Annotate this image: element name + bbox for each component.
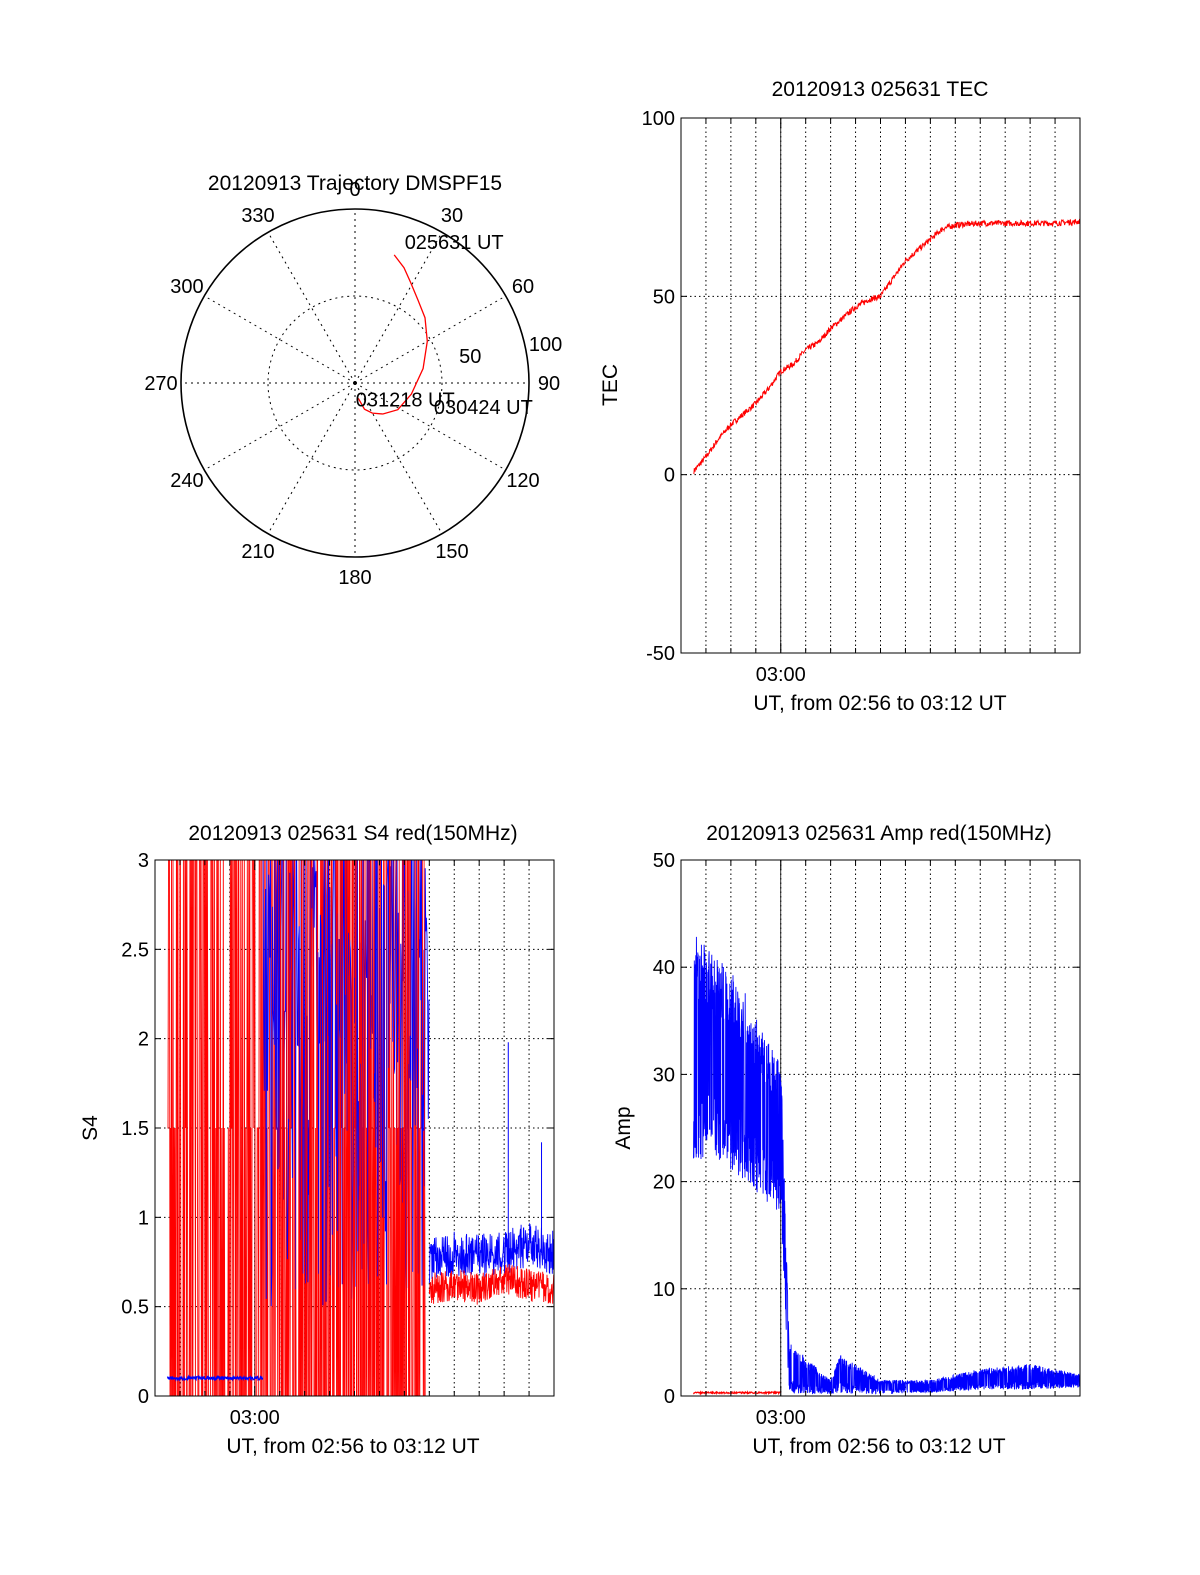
tec-grid — [681, 118, 1080, 653]
polar-radius-label: 50 — [459, 346, 481, 368]
s4-ytick-label: 0 — [138, 1386, 149, 1408]
polar-angle-label: 150 — [435, 541, 468, 563]
amp-y-ticks: 0 10 20 30 40 50 — [653, 850, 1080, 1408]
amp-ytick-label: 20 — [653, 1172, 675, 1194]
amp-red-line — [692, 1390, 782, 1396]
s4-x-ticks: 03:00 — [179, 860, 530, 1429]
s4-ytick-label: 2 — [138, 1029, 149, 1051]
amp-xlabel: UT, from 02:56 to 03:12 UT — [752, 1435, 1005, 1458]
s4-ytick-label: 0.5 — [121, 1297, 149, 1319]
polar-spoke — [354, 295, 506, 384]
time-annotation: 025631 UT — [405, 232, 504, 254]
polar-radius-label: 100 — [529, 334, 562, 356]
time-annotation: 031218 UT — [356, 389, 455, 411]
amp-x-ticks: 03:00 — [705, 860, 1056, 1429]
polar-title: 20120913 Trajectory DMSPF15 — [208, 172, 502, 195]
polar-spoke — [354, 382, 443, 534]
polar-angle-label: 210 — [241, 541, 274, 563]
polar-outer-circle — [180, 208, 530, 558]
s4-xlabel: UT, from 02:56 to 03:12 UT — [226, 1435, 479, 1458]
amp-ytick-label: 50 — [653, 850, 675, 872]
polar-grid — [180, 208, 530, 558]
amp-chart: 20120913 025631 Amp red(150MHz) 0 10 20 30 4… — [612, 822, 1081, 1458]
s4-ytick-label: 3 — [138, 850, 149, 872]
polar-angle-label: 90 — [538, 373, 560, 395]
polar-radius-labels: 50 100 — [459, 334, 562, 368]
polar-spoke — [354, 382, 506, 471]
polar-trajectory-series — [357, 254, 428, 415]
time-annotation: 030424 UT — [434, 397, 533, 419]
amp-ytick-label: 40 — [653, 957, 675, 979]
tec-xtick-label: 03:00 — [756, 664, 806, 686]
tec-title: 20120913 025631 TEC — [772, 78, 989, 101]
polar-angle-label: 240 — [170, 470, 203, 492]
s4-blue-quiet — [428, 1222, 555, 1284]
tec-ylabel: TEC — [599, 364, 622, 406]
polar-spoke — [354, 232, 443, 384]
tec-xlabel: UT, from 02:56 to 03:12 UT — [753, 692, 1006, 715]
amp-series — [692, 936, 1081, 1396]
s4-ylabel: S4 — [79, 1115, 102, 1141]
s4-series — [166, 860, 555, 1396]
s4-ytick-label: 1.5 — [121, 1118, 149, 1140]
tec-line — [693, 218, 1081, 475]
s4-ytick-label: 2.5 — [121, 939, 149, 961]
s4-chart: 20120913 025631 S4 red(150MHz) 0 0.5 1 1.5 2… — [79, 822, 555, 1458]
polar-angle-label: 0 — [349, 179, 360, 201]
polar-angle-label: 60 — [512, 276, 534, 298]
polar-trajectory-chart: 20120913 Trajectory DMSPF15 0 30 60 90 120 15… — [144, 172, 562, 589]
polar-angle-labels: 0 30 60 90 120 150 180 210 240 270 300 330 — [144, 179, 560, 589]
polar-angle-label: 330 — [241, 205, 274, 227]
polar-angle-label: 30 — [441, 205, 463, 227]
trajectory-line — [357, 254, 428, 415]
s4-y-ticks: 0 0.5 1 1.5 2 2.5 3 — [121, 850, 554, 1408]
tec-x-ticks: 03:00 — [705, 118, 1056, 686]
amp-ytick-label: 30 — [653, 1064, 675, 1086]
amp-ylabel: Amp — [612, 1106, 635, 1149]
polar-angle-label: 300 — [170, 276, 203, 298]
polar-spoke — [204, 382, 356, 471]
polar-angle-label: 120 — [506, 470, 539, 492]
polar-spoke — [267, 232, 356, 384]
amp-ytick-label: 10 — [653, 1279, 675, 1301]
tec-y-ticks: -50 0 50 100 — [642, 108, 1080, 665]
polar-spoke — [267, 382, 356, 534]
amp-ytick-label: 0 — [664, 1386, 675, 1408]
s4-red-quiet — [428, 1264, 555, 1305]
s4-title: 20120913 025631 S4 red(150MHz) — [188, 822, 517, 845]
amp-blue-line — [693, 936, 1081, 1395]
amp-title: 20120913 025631 Amp red(150MHz) — [706, 822, 1052, 845]
tec-ytick-label: 50 — [653, 286, 675, 308]
tec-ytick-label: 100 — [642, 108, 675, 130]
s4-ytick-label: 1 — [138, 1207, 149, 1229]
s4-xtick-label: 03:00 — [230, 1407, 280, 1429]
polar-angle-label: 270 — [144, 373, 177, 395]
polar-spoke — [204, 295, 356, 384]
tec-series — [693, 218, 1081, 475]
s4-blue-low — [166, 1374, 264, 1382]
amp-xtick-label: 03:00 — [756, 1407, 806, 1429]
polar-angle-label: 180 — [338, 567, 371, 589]
tec-ytick-label: -50 — [646, 643, 675, 665]
tec-ytick-label: 0 — [664, 465, 675, 487]
polar-inner-circle — [267, 295, 443, 471]
